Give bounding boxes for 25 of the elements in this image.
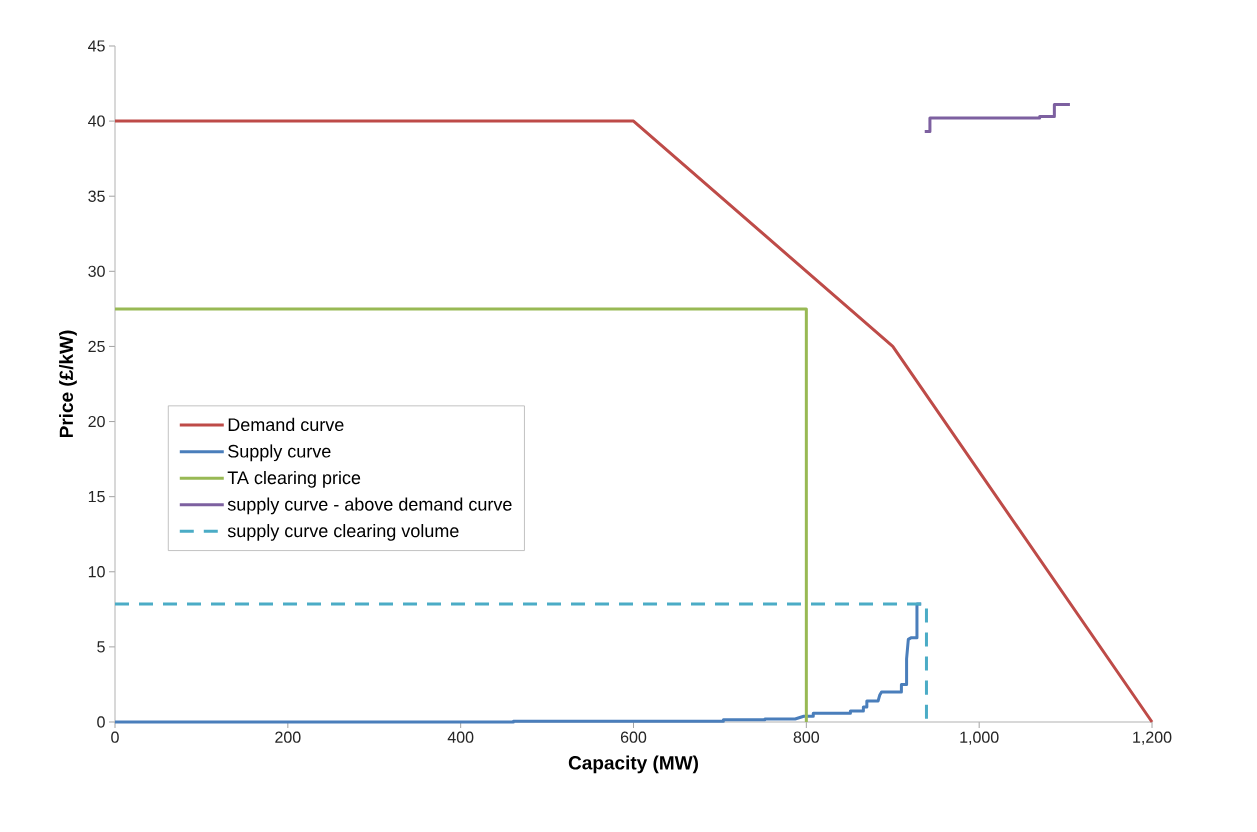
y-tick-label: 0: [97, 716, 105, 728]
x-tick-label: 1,200: [1133, 731, 1172, 745]
y-tick-label: 35: [88, 190, 105, 202]
x-tick-label: 400: [447, 731, 474, 743]
y-tick-label: 40: [88, 115, 105, 127]
x-tick-label: 1,000: [960, 731, 999, 745]
legend-label: Supply curve: [228, 444, 331, 462]
y-tick-label: 5: [97, 641, 105, 653]
x-tick-label: 200: [275, 731, 301, 743]
legend-label: TA clearing price: [227, 470, 361, 488]
y-tick-label: 30: [88, 265, 105, 277]
legend-label: supply curve - above demand curve: [227, 497, 512, 515]
y-tick-label: 25: [88, 340, 105, 353]
x-tick-label: 600: [620, 731, 647, 743]
legend-label: Demand curve: [228, 417, 344, 432]
y-tick-label: 20: [88, 415, 105, 428]
y-tick-label: 10: [88, 566, 105, 578]
x-tick-label: 800: [793, 731, 820, 743]
y-tick-label: 15: [88, 491, 105, 503]
y-axis-title: Price (£/kW): [59, 330, 77, 438]
y-tick-label: 45: [88, 40, 105, 52]
legend-label: supply curve clearing volume: [227, 524, 459, 541]
line-series: [923, 103, 1072, 134]
x-axis-title: Capacity (MW): [568, 755, 698, 774]
x-tick-label: 0: [111, 731, 119, 743]
